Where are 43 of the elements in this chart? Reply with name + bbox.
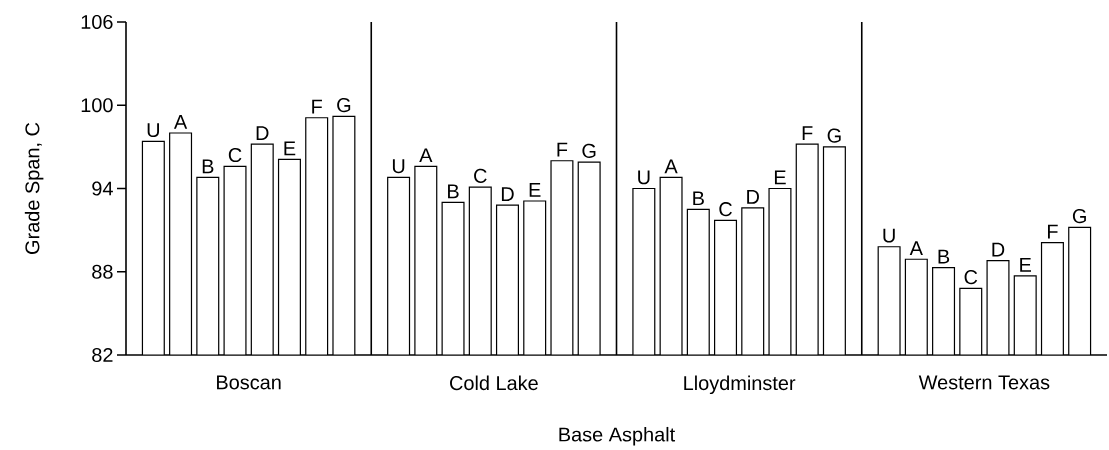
text: A [664,159,678,174]
series-label: E [529,183,541,197]
text: B [938,249,950,264]
series-label: U [147,123,159,138]
text: C [474,168,487,183]
text: U [883,228,895,243]
text: U [392,159,405,174]
y-tick-label: 82 [92,347,113,363]
text: C [228,148,242,163]
text: E [1020,258,1032,272]
series-label: A [173,115,188,129]
text: G [337,98,351,113]
series-label: D [256,126,269,140]
text: F [802,126,813,140]
text: B [448,184,459,199]
x-tick-label: Lloydminster [684,375,796,395]
x-tick-label: Boscan [217,375,281,390]
text: C [719,202,732,217]
text: A [909,241,923,256]
text: D [747,190,759,204]
y-tick-label: 106 [81,14,113,30]
text: F [1047,224,1058,239]
y-axis-title: Grade Span, C [24,122,44,254]
x-tick-label: Cold Lake [450,375,538,391]
text: D [992,242,1005,257]
text: B [202,159,214,174]
series-label: B [693,191,704,206]
y-tick-label: 100 [81,98,113,113]
text: D [501,187,514,201]
series-label: F [312,99,322,114]
series-label: G [827,128,841,143]
text: A [419,148,433,163]
text: E [774,170,786,185]
series-label: C [964,270,978,285]
x-axis-title: Base Asphalt [559,426,676,446]
text: G [582,143,596,158]
text: U [638,170,650,185]
text: G [1072,209,1086,224]
y-tick-label: 88 [92,264,113,279]
y-tick-label: 94 [92,181,113,196]
text: E [284,141,296,156]
text: F [557,142,568,157]
x-tick-label: Western Texas [918,375,1050,390]
